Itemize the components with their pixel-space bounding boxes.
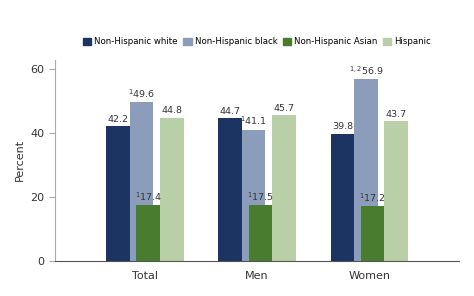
Y-axis label: Percent: Percent xyxy=(15,139,25,181)
Bar xyxy=(249,205,272,260)
Bar xyxy=(137,205,160,260)
Bar xyxy=(361,206,384,260)
Bar xyxy=(106,126,130,260)
Bar xyxy=(384,121,408,260)
Text: $^{1}$49.6: $^{1}$49.6 xyxy=(128,88,155,100)
Text: $^{1}$41.1: $^{1}$41.1 xyxy=(240,115,267,127)
Text: 43.7: 43.7 xyxy=(386,110,407,119)
Bar xyxy=(160,118,183,260)
Bar xyxy=(242,130,265,260)
Bar xyxy=(272,115,296,260)
Text: 44.7: 44.7 xyxy=(219,107,241,116)
Legend: Non-Hispanic white, Non-Hispanic black, Non-Hispanic Asian, Hispanic: Non-Hispanic white, Non-Hispanic black, … xyxy=(80,34,435,50)
Bar xyxy=(354,79,378,260)
Text: $^{1}$17.2: $^{1}$17.2 xyxy=(359,191,386,204)
Text: 39.8: 39.8 xyxy=(332,123,353,131)
Text: 44.8: 44.8 xyxy=(161,107,182,115)
Text: $^{1,2}$56.9: $^{1,2}$56.9 xyxy=(348,64,383,77)
Bar xyxy=(330,134,354,260)
Text: $^{1}$17.4: $^{1}$17.4 xyxy=(135,190,162,203)
Bar xyxy=(219,118,242,260)
Bar xyxy=(130,102,153,260)
Text: 42.2: 42.2 xyxy=(108,115,128,124)
Text: $^{1}$17.5: $^{1}$17.5 xyxy=(247,190,274,202)
Text: 45.7: 45.7 xyxy=(273,104,294,112)
